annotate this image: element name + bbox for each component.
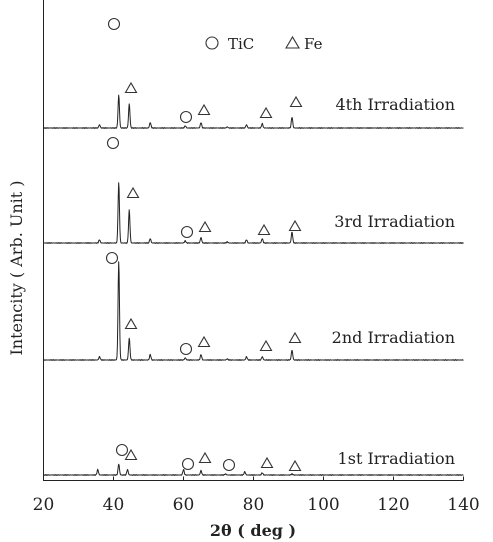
tic-circle-icon xyxy=(180,225,194,239)
spectrum-trace xyxy=(43,182,464,244)
spectrum-trace xyxy=(43,94,464,129)
traces xyxy=(43,94,464,476)
tic-circle-icon xyxy=(179,110,193,124)
tic-circle-icon xyxy=(115,443,129,457)
fe-triangle-icon xyxy=(260,456,274,469)
x-axis-title: 2θ ( deg ) xyxy=(210,521,296,540)
x-tick-label: 140 xyxy=(447,495,479,515)
tic-circle-icon xyxy=(181,457,195,471)
x-ticks: 20 40 60 80 100 120 140 xyxy=(33,476,480,515)
legend-tic-label: TiC xyxy=(228,35,254,53)
fe-triangle-icon xyxy=(288,331,302,344)
tic-circle-icon xyxy=(222,458,236,472)
legend: TiC Fe xyxy=(205,35,323,53)
fe-triangle-icon xyxy=(124,81,138,94)
spectrum-trace xyxy=(43,261,464,361)
tic-circle-icon xyxy=(105,251,119,265)
fe-triangle-icon xyxy=(124,317,138,330)
fe-triangle-icon xyxy=(259,106,273,119)
fe-triangle-icon xyxy=(198,220,212,233)
series-label: 2nd Irradiation xyxy=(332,328,455,347)
fe-triangle-icon xyxy=(197,335,211,348)
series-label: 3rd Irradiation xyxy=(334,212,455,231)
spectrum-trace xyxy=(43,463,464,476)
x-tick-label: 40 xyxy=(103,495,125,515)
y-axis-title: Intencity ( Arb. Unit ) xyxy=(7,180,26,355)
legend-fe-triangle-icon xyxy=(285,35,300,49)
tic-circle-icon xyxy=(107,17,121,31)
x-tick-label: 100 xyxy=(307,495,339,515)
tic-circle-icon xyxy=(179,342,193,356)
fe-triangle-icon xyxy=(124,448,138,461)
legend-tic-circle-icon xyxy=(205,36,219,50)
series-label: 4th Irradiation xyxy=(335,95,455,114)
x-tick-label: 120 xyxy=(377,495,409,515)
x-tick-label: 80 xyxy=(243,495,265,515)
fe-triangle-icon xyxy=(197,103,211,116)
fe-triangle-icon xyxy=(126,186,140,199)
fe-triangle-icon xyxy=(257,223,271,236)
plot-frame xyxy=(43,0,464,481)
series-label: 1st Irradiation xyxy=(338,449,455,468)
legend-fe-label: Fe xyxy=(304,35,323,53)
tic-circle-icon xyxy=(106,136,120,150)
series-labels: 4th Irradiation 3rd Irradiation 2nd Irradi… xyxy=(332,95,455,468)
fe-triangle-icon xyxy=(289,95,303,108)
fe-triangle-icon xyxy=(288,219,302,232)
fe-triangle-icon xyxy=(288,459,302,472)
x-tick-label: 60 xyxy=(173,495,195,515)
phase-markers xyxy=(105,17,303,472)
x-tick-label: 20 xyxy=(33,495,55,515)
fe-triangle-icon xyxy=(198,451,212,464)
fe-triangle-icon xyxy=(259,339,273,352)
axes xyxy=(43,0,464,481)
